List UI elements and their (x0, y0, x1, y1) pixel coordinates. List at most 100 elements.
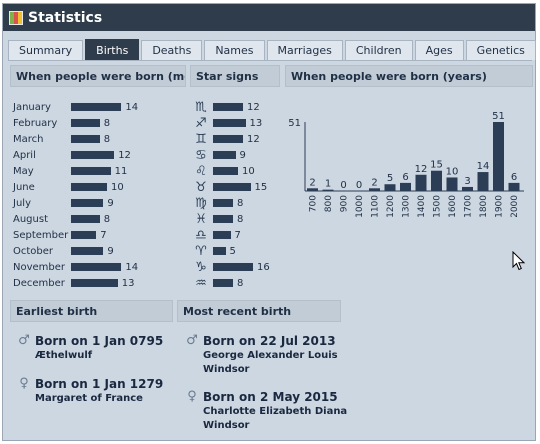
section-recent-header: Most recent birth (177, 300, 341, 322)
month-value: 8 (103, 213, 111, 225)
birth-date: Born on 22 Jul 2013 (203, 333, 336, 348)
leo-icon: ♌ (195, 163, 207, 179)
year-value-label: 12 (415, 164, 428, 175)
month-row: January 14 (13, 99, 138, 115)
year-bar (307, 188, 318, 191)
years-chart: 5127001800090001000211005120061300121400… (288, 111, 524, 217)
sign-row: ♏ 12 (193, 99, 260, 115)
year-category-label: 1700 (464, 195, 474, 217)
sign-bar (213, 135, 243, 143)
year-category-label: 1600 (448, 195, 458, 217)
section-earliest-header: Earliest birth (10, 300, 173, 322)
tab-divider (8, 60, 532, 61)
month-value: 8 (103, 117, 111, 129)
tab-summary[interactable]: Summary (8, 40, 84, 60)
tab-deaths[interactable]: Deaths (141, 40, 203, 60)
taurus-icon: ♉ (195, 179, 207, 195)
birth-date: Born on 1 Jan 0795 (35, 333, 164, 348)
month-label: April (13, 149, 36, 161)
sign-value: 13 (249, 117, 263, 129)
tab-children[interactable]: Children (344, 40, 413, 60)
year-bar (462, 186, 473, 191)
scorpio-icon: ♏ (195, 99, 207, 115)
year-value-label: 5 (387, 173, 393, 184)
month-row: July 9 (13, 195, 114, 211)
sign-row: ♌ 10 (193, 163, 255, 179)
month-label: November (13, 261, 66, 273)
month-value: 14 (125, 101, 139, 113)
year-bar (384, 184, 396, 191)
month-value: 9 (107, 245, 114, 257)
aries-icon: ♈ (195, 243, 207, 259)
pisces-icon: ♓ (195, 211, 207, 227)
mouse-cursor-icon (512, 251, 526, 271)
virgo-icon: ♍ (195, 195, 207, 211)
sign-row: ♑ 16 (193, 259, 270, 275)
window-title: Statistics (28, 9, 103, 26)
month-row: March 8 (13, 131, 110, 147)
month-value: 7 (100, 229, 107, 241)
year-value-label: 1 (325, 179, 331, 190)
sign-bar (213, 151, 236, 159)
person-name-link[interactable]: Charlotte Elizabeth Diana Windsor (203, 406, 348, 431)
month-row: December 13 (13, 275, 135, 291)
sign-value: 10 (242, 165, 255, 177)
sign-bar (213, 263, 253, 271)
tab-births[interactable]: Births (85, 39, 140, 60)
tab-genetics[interactable]: Genetics (465, 40, 536, 60)
section-months-header: When people were born (months) (10, 65, 186, 87)
sign-bar (213, 231, 231, 239)
month-row: August 8 (13, 211, 110, 227)
gemini-icon: ♊ (195, 131, 207, 147)
sign-row: ♊ 12 (193, 131, 260, 147)
year-value-label: 2 (371, 177, 377, 188)
title-bar[interactable]: Statistics (3, 4, 535, 31)
month-row: February 8 (13, 115, 110, 131)
year-category-label: 800 (324, 195, 334, 212)
person-name-link[interactable]: Margaret of France (35, 393, 143, 404)
tab-ages[interactable]: Ages (414, 40, 464, 60)
tab-bar: Summary Births Deaths Names Marriages Childre… (8, 39, 538, 60)
year-category-label: 900 (340, 195, 350, 212)
year-bar (415, 174, 427, 191)
month-bar (71, 279, 118, 287)
sign-value: 8 (237, 197, 244, 209)
month-label: May (13, 165, 34, 177)
person-name-link[interactable]: Æthelwulf (35, 350, 93, 361)
sign-row: ♋ 9 (193, 147, 246, 163)
year-bar (508, 182, 520, 191)
month-bar (71, 103, 122, 111)
male-icon: ♂ (186, 333, 198, 348)
sign-bar (213, 279, 233, 287)
month-value: 9 (107, 197, 114, 209)
year-bar (400, 182, 411, 191)
sign-value: 8 (237, 213, 244, 225)
month-bar (71, 135, 100, 143)
cancer-icon: ♋ (195, 147, 207, 163)
year-bar (369, 188, 380, 191)
sign-value: 15 (254, 181, 268, 193)
month-bar (71, 247, 104, 255)
female-icon: ♀ (187, 389, 197, 404)
tab-names[interactable]: Names (204, 40, 265, 60)
section-signs-header: Star signs (190, 65, 280, 87)
month-bar (71, 231, 97, 239)
sign-row: ♎ 7 (193, 227, 241, 243)
year-value-label: 2 (309, 177, 315, 188)
month-value: 8 (103, 133, 111, 145)
month-label: June (13, 181, 35, 193)
year-value-label: 51 (492, 111, 505, 122)
year-value-label: 0 (340, 180, 346, 191)
month-bar (71, 183, 107, 191)
sign-value: 5 (229, 245, 236, 257)
year-value-label: 3 (464, 176, 470, 187)
month-label: March (13, 133, 44, 145)
sign-row: ♉ 15 (193, 179, 267, 195)
person-name-link[interactable]: George Alexander Louis Windsor (203, 350, 338, 375)
month-row: June 10 (13, 179, 124, 195)
birth-entry: ♂ Born on 1 Jan 0795 Æthelwulf (15, 333, 185, 363)
birth-entry: ♂ Born on 22 Jul 2013 George Alexander Lou… (183, 333, 353, 377)
tab-marriages[interactable]: Marriages (266, 40, 343, 60)
sign-value: 8 (237, 277, 244, 289)
month-bar (71, 215, 100, 223)
